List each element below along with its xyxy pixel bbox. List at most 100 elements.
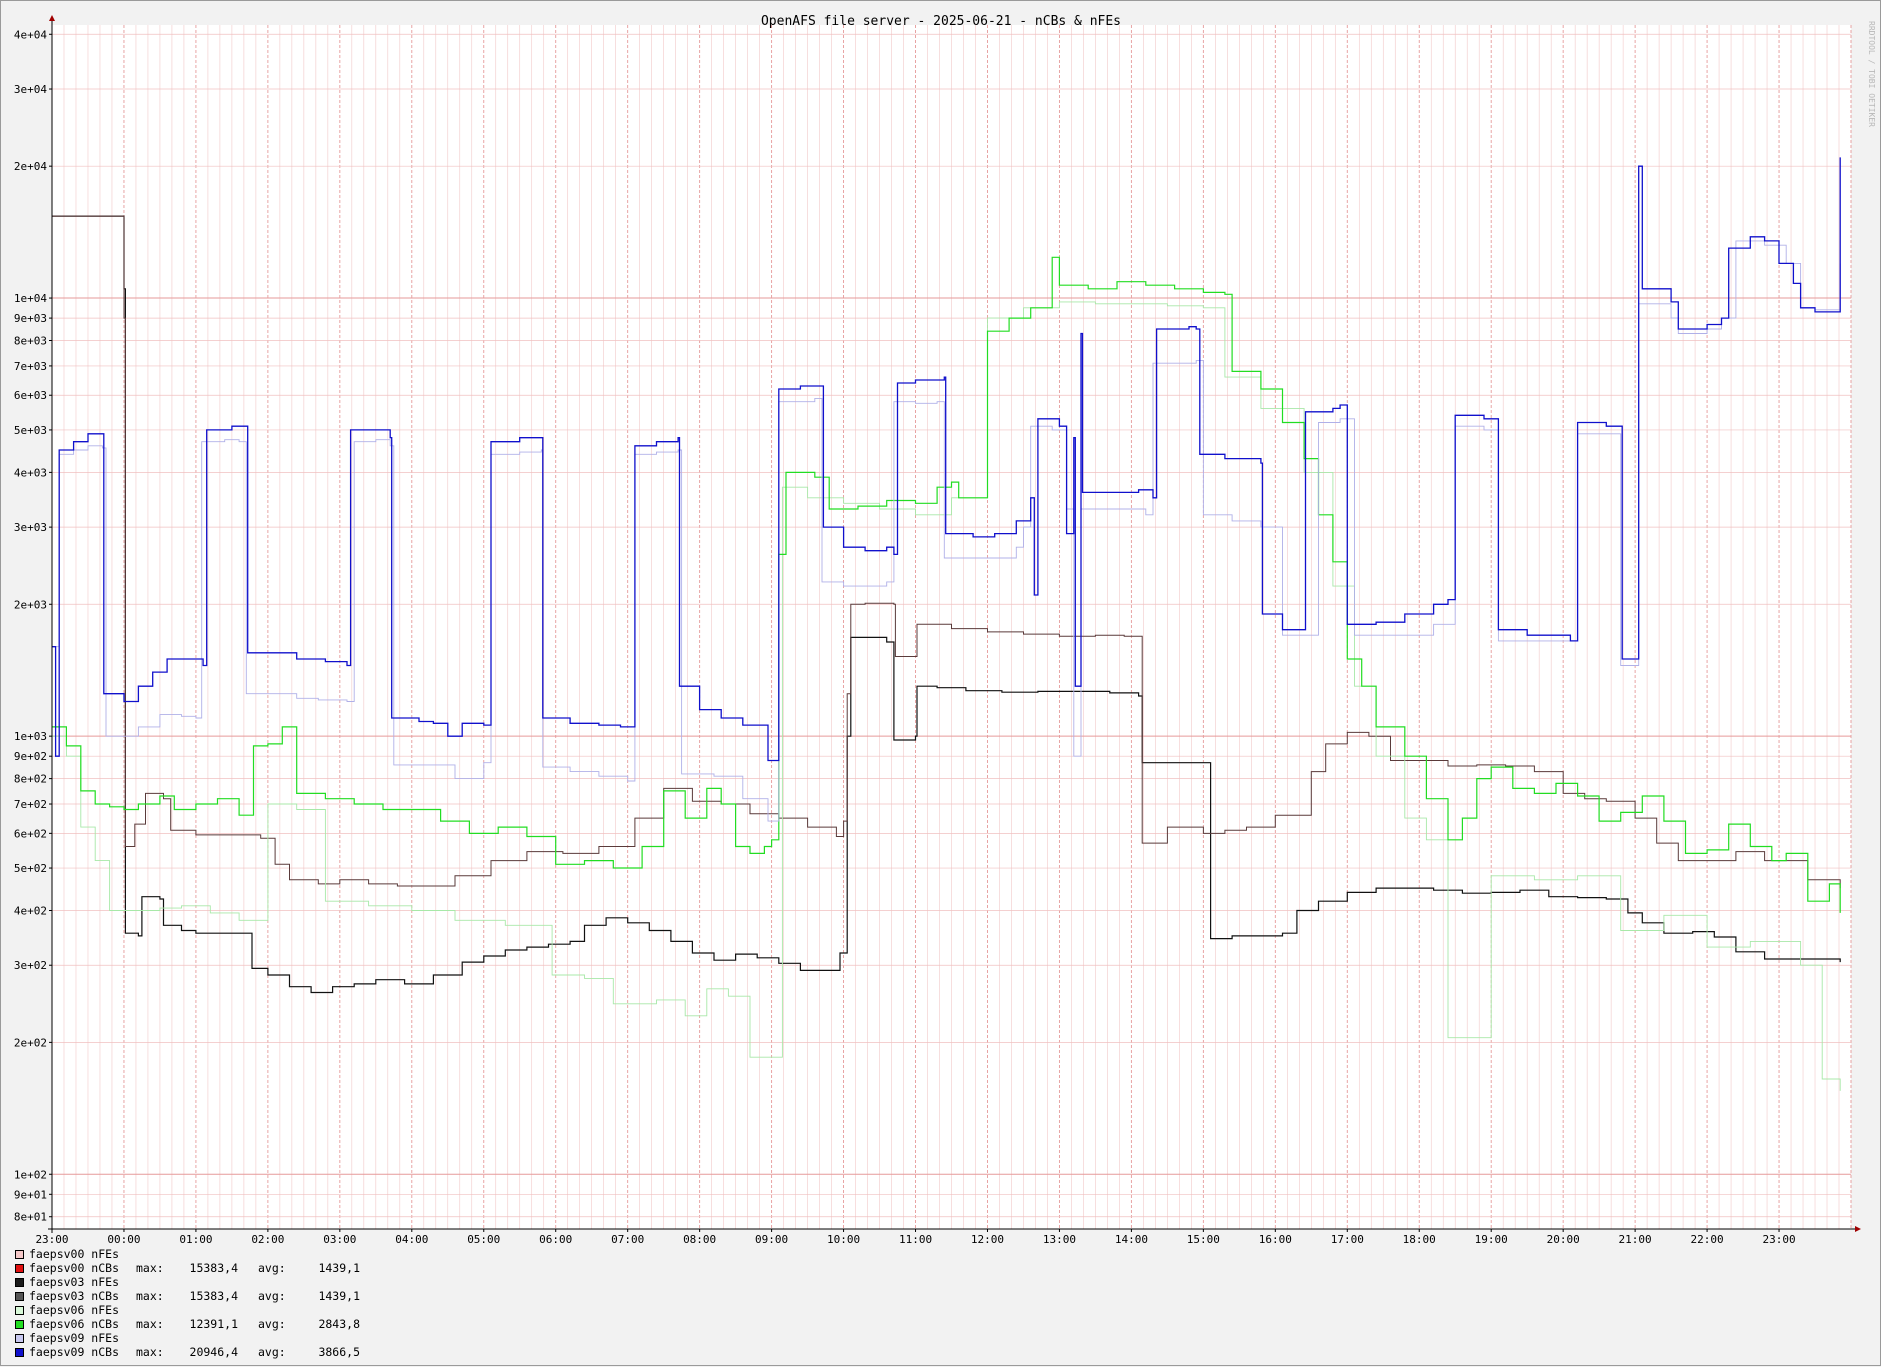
legend-max-value: 12391,1 [189, 1317, 238, 1331]
x-tick-label: 00:00 [107, 1233, 140, 1246]
legend-entry: faepsv00 nFEs [15, 1247, 380, 1261]
legend-series-name: faepsv03 nCBs [29, 1289, 120, 1303]
x-tick-label: 11:00 [899, 1233, 932, 1246]
y-tick-label: 7e+03 [14, 360, 47, 373]
x-tick-label: 06:00 [539, 1233, 572, 1246]
y-tick-label: 3e+02 [14, 959, 47, 972]
x-tick-label: 03:00 [323, 1233, 356, 1246]
series-line-faepsv06-nfes [52, 301, 1841, 1091]
y-tick-label: 6e+03 [14, 389, 47, 402]
x-tick-label: 08:00 [683, 1233, 716, 1246]
legend-avg-value: 3866,5 [318, 1345, 360, 1359]
x-tick-label: 12:00 [971, 1233, 1004, 1246]
y-tick-label: 1e+02 [14, 1168, 47, 1181]
legend-entry: faepsv00 nCBs max: 15383,4 avg: 1439,1 [15, 1261, 380, 1275]
watermark: RRDTOOL / TOBI OETIKER [1867, 21, 1876, 127]
x-tick-label: 02:00 [251, 1233, 284, 1246]
x-tick-label: 18:00 [1403, 1233, 1436, 1246]
series-line-faepsv09-ncbs [52, 157, 1841, 762]
legend-avg-value: 2843,8 [318, 1317, 360, 1331]
legend-entry: faepsv09 nFEs [15, 1331, 380, 1345]
x-tick-label: 10:00 [827, 1233, 860, 1246]
legend-series-name: faepsv09 nCBs [29, 1345, 120, 1359]
series-line-faepsv06-ncbs [52, 256, 1841, 913]
y-tick-label: 2e+03 [14, 598, 47, 611]
legend-entry: faepsv03 nCBs max: 15383,4 avg: 1439,1 [15, 1289, 380, 1303]
legend-series-name: faepsv06 nFEs [29, 1303, 120, 1317]
y-tick-label: 2e+04 [14, 160, 47, 173]
legend-entry: faepsv06 nFEs [15, 1303, 380, 1317]
legend-entry: faepsv06 nCBs max: 12391,1 avg: 2843,8 [15, 1317, 380, 1331]
y-tick-label: 1e+03 [14, 730, 47, 743]
y-tick-label: 9e+01 [14, 1188, 47, 1201]
legend-swatch [15, 1333, 24, 1343]
labels-layer: 8e+01 9e+01 1e+02 2e+02 3e+02 4e+02 5e+02 6e+02… [14, 28, 1796, 1246]
legend-max-value: 20946,4 [189, 1345, 238, 1359]
legend-avg-label: avg: [258, 1317, 286, 1331]
series-line-faepsv03-ncbs [52, 215, 1841, 889]
y-tick-label: 1e+04 [14, 292, 47, 305]
legend-avg-value: 1439,1 [318, 1261, 360, 1275]
y-tick-label: 4e+02 [14, 904, 47, 917]
legend-swatch [15, 1347, 24, 1357]
y-tick-label: 5e+03 [14, 424, 47, 437]
legend-swatch [15, 1263, 24, 1273]
x-tick-label: 20:00 [1547, 1233, 1580, 1246]
legend-max-value: 15383,4 [189, 1289, 238, 1303]
x-tick-label: 19:00 [1475, 1233, 1508, 1246]
legend-max-label: max: [136, 1345, 164, 1359]
x-axis-arrow [1855, 1226, 1861, 1232]
y-tick-label: 4e+03 [14, 466, 47, 479]
y-tick-label: 2e+02 [14, 1036, 47, 1049]
legend-max-value: 15383,4 [189, 1261, 238, 1275]
series-layer [52, 157, 1841, 1091]
x-tick-label: 23:00 [1762, 1233, 1795, 1246]
legend-swatch [15, 1291, 24, 1301]
legend-max-label: max: [136, 1261, 164, 1275]
legend-series-name: faepsv00 nCBs [29, 1261, 120, 1275]
legend-max-label: max: [136, 1289, 164, 1303]
y-tick-label: 8e+03 [14, 335, 47, 348]
y-tick-label: 9e+03 [14, 312, 47, 325]
x-tick-label: 21:00 [1619, 1233, 1652, 1246]
legend-swatch [15, 1249, 24, 1259]
x-tick-label: 15:00 [1187, 1233, 1220, 1246]
x-tick-label: 17:00 [1331, 1233, 1364, 1246]
series-line-faepsv09-nfes [52, 240, 1841, 822]
y-axis-arrow [49, 15, 55, 21]
y-tick-label: 8e+01 [14, 1211, 47, 1224]
y-tick-label: 4e+04 [14, 28, 47, 41]
grid-layer [51, 25, 1852, 1229]
y-tick-label: 9e+02 [14, 750, 47, 763]
y-tick-label: 3e+04 [14, 83, 47, 96]
legend-avg-label: avg: [258, 1289, 286, 1303]
legend-series-name: faepsv06 nCBs [29, 1317, 120, 1331]
x-tick-label: 01:00 [179, 1233, 212, 1246]
legend-entry: faepsv03 nFEs [15, 1275, 380, 1289]
x-tick-label: 23:00 [35, 1233, 68, 1246]
y-tick-label: 5e+02 [14, 862, 47, 875]
legend-swatch [15, 1319, 24, 1329]
y-tick-label: 8e+02 [14, 773, 47, 786]
chart-title: OpenAFS file server - 2025-06-21 - nCBs … [761, 14, 1121, 29]
legend-swatch [15, 1277, 24, 1287]
y-tick-label: 6e+02 [14, 827, 47, 840]
legend-avg-label: avg: [258, 1345, 286, 1359]
legend-entry: faepsv09 nCBs max: 20946,4 avg: 3866,5 [15, 1345, 380, 1359]
legend-series-name: faepsv09 nFEs [29, 1331, 120, 1345]
legend-series-name: faepsv00 nFEs [29, 1247, 120, 1261]
legend-swatch [15, 1305, 24, 1315]
x-tick-label: 04:00 [395, 1233, 428, 1246]
legend: faepsv00 nFEs faepsv00 nCBs max: 15383,4 avg… [15, 1247, 380, 1359]
axis-layer [48, 15, 1861, 1233]
legend-max-label: max: [136, 1317, 164, 1331]
legend-series-name: faepsv03 nFEs [29, 1275, 120, 1289]
y-tick-label: 3e+03 [14, 521, 47, 534]
x-tick-label: 05:00 [467, 1233, 500, 1246]
x-tick-label: 16:00 [1259, 1233, 1292, 1246]
x-tick-label: 13:00 [1043, 1233, 1076, 1246]
y-tick-label: 7e+02 [14, 798, 47, 811]
x-tick-label: 14:00 [1115, 1233, 1148, 1246]
